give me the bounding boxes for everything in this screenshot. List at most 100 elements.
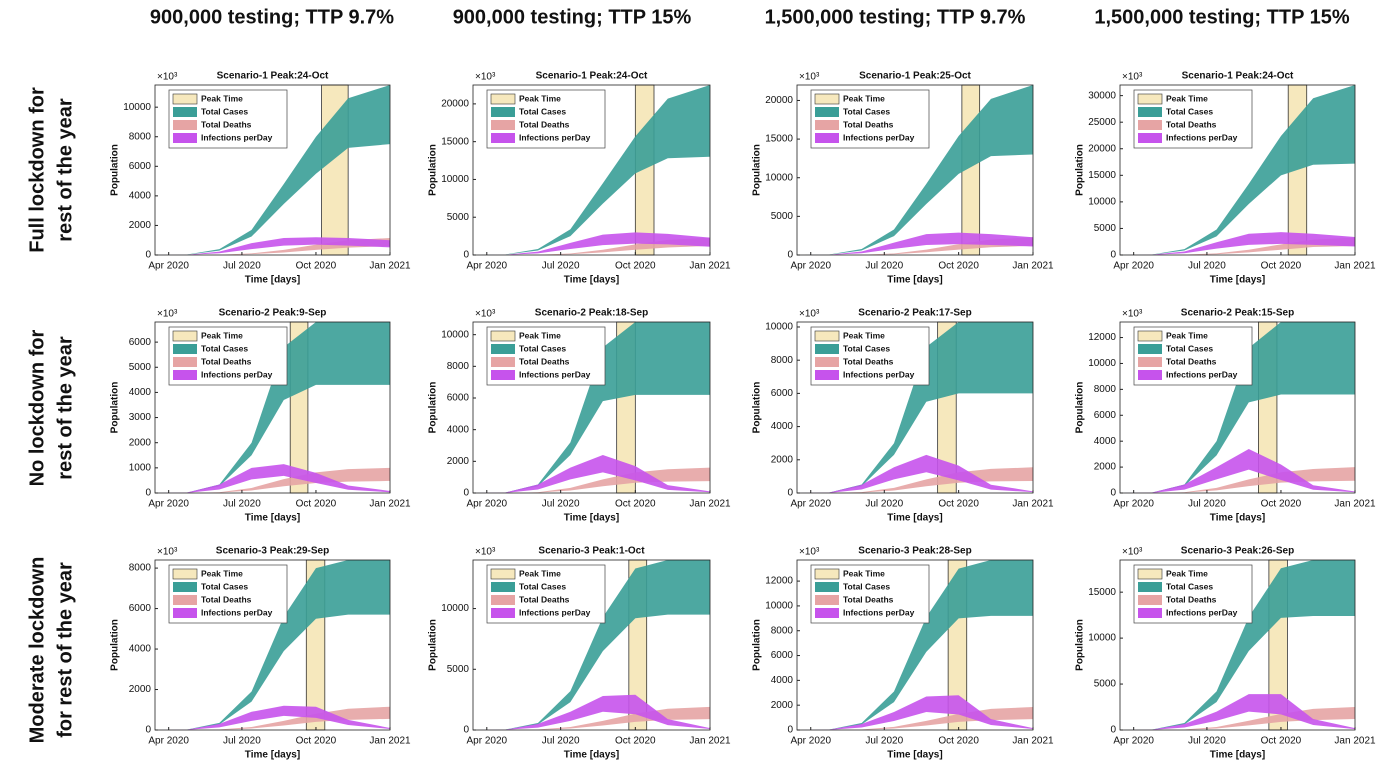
- x-tick-label: Oct 2020: [296, 261, 337, 272]
- y-tick-label: 5000: [1094, 679, 1117, 690]
- y-tick-label: 6000: [129, 603, 152, 614]
- x-tick-label: Apr 2020: [148, 499, 189, 510]
- y-tick-label: 10000: [765, 322, 793, 333]
- plot-frame: [154, 559, 391, 731]
- legend-swatch: [491, 133, 515, 143]
- band-area: [155, 237, 390, 255]
- plot-frame: [796, 559, 1034, 731]
- chart-title: Scenario-3 Peak:26-Sep: [1181, 546, 1294, 557]
- legend-swatch: [1138, 582, 1162, 592]
- legend-label: Peak Time: [843, 568, 885, 578]
- legend-label: Peak Time: [1166, 568, 1208, 578]
- y-tick-label: 0: [1110, 250, 1116, 261]
- y-multiplier: ×10³: [799, 309, 820, 320]
- x-tick-label: Jul 2020: [1188, 499, 1226, 510]
- y-tick-label: 10000: [441, 603, 469, 614]
- legend-label: Peak Time: [843, 330, 885, 340]
- legend-label: Total Deaths: [201, 356, 252, 366]
- y-tick-label: 8000: [771, 625, 794, 636]
- legend-label: Infections perDay: [519, 607, 591, 617]
- y-tick-label: 2000: [771, 454, 794, 465]
- x-tick-label: Apr 2020: [467, 261, 508, 272]
- y-multiplier: ×10³: [1122, 309, 1143, 320]
- band-area: [1120, 322, 1355, 493]
- legend-swatch: [815, 357, 839, 367]
- x-tick-label: Jan 2021: [689, 261, 731, 272]
- y-axis-label: Population: [1075, 382, 1086, 434]
- legend-label: Total Deaths: [843, 119, 894, 129]
- band-area: [155, 560, 390, 730]
- legend-swatch: [815, 608, 839, 618]
- band-area: [797, 560, 1033, 730]
- legend-label: Total Cases: [519, 343, 566, 353]
- plot-frame: [1119, 321, 1356, 494]
- legend-swatch: [815, 582, 839, 592]
- y-tick-label: 6000: [129, 161, 152, 172]
- y-tick-label: 5000: [1094, 223, 1117, 234]
- y-tick-label: 4000: [129, 191, 152, 202]
- legend-swatch: [815, 120, 839, 130]
- legend-swatch: [491, 370, 515, 380]
- x-tick-label: Jul 2020: [865, 736, 903, 747]
- plot-frame: [796, 321, 1034, 494]
- x-tick-label: Jan 2021: [369, 736, 411, 747]
- y-tick-label: 8000: [129, 563, 152, 574]
- chart-title: Scenario-2 Peak:17-Sep: [858, 308, 971, 319]
- y-tick-label: 20000: [441, 99, 469, 110]
- y-axis-label: Population: [752, 619, 763, 671]
- y-multiplier: ×10³: [799, 72, 820, 83]
- column-title: 1,500,000 testing; TTP 9.7%: [765, 6, 1026, 28]
- legend-swatch: [172, 330, 198, 342]
- x-tick-label: Jul 2020: [542, 736, 580, 747]
- y-tick-label: 0: [787, 725, 793, 736]
- x-tick-label: Apr 2020: [467, 736, 508, 747]
- legend-swatch: [491, 608, 515, 618]
- legend-label: Peak Time: [519, 568, 561, 578]
- x-tick-label: Oct 2020: [1261, 736, 1302, 747]
- legend-label: Total Cases: [201, 106, 248, 116]
- legend-label: Total Cases: [843, 343, 890, 353]
- y-tick-label: 8000: [1094, 384, 1117, 395]
- legend-swatch: [1137, 93, 1163, 105]
- y-tick-label: 10000: [123, 102, 151, 113]
- y-tick-label: 0: [145, 250, 151, 261]
- x-tick-label: Apr 2020: [1113, 499, 1154, 510]
- x-tick-label: Oct 2020: [1261, 261, 1302, 272]
- y-tick-label: 1000: [129, 462, 152, 473]
- y-tick-label: 5000: [129, 362, 152, 373]
- legend-label: Total Deaths: [843, 356, 894, 366]
- band-area: [1120, 694, 1355, 730]
- y-tick-label: 8000: [447, 361, 470, 372]
- legend-swatch: [1138, 107, 1162, 117]
- plot-frame: [1119, 559, 1356, 731]
- x-tick-label: Apr 2020: [1113, 736, 1154, 747]
- legend-swatch: [490, 568, 516, 580]
- x-tick-label: Jan 2021: [369, 499, 411, 510]
- band-area: [1120, 85, 1355, 255]
- row-title: No lockdown for: [26, 329, 48, 486]
- y-tick-label: 0: [787, 250, 793, 261]
- band-area: [473, 232, 710, 255]
- y-tick-label: 10000: [1088, 358, 1116, 369]
- y-tick-label: 0: [463, 250, 469, 261]
- legend-label: Total Cases: [201, 343, 248, 353]
- y-tick-label: 10000: [765, 172, 793, 183]
- plot-frame: [472, 559, 711, 731]
- panel: 0 2000 4000 6000 8000 10000 Apr 2020 Jul 2020 Oc…: [428, 308, 731, 524]
- legend-label: Infections perDay: [843, 607, 915, 617]
- y-tick-label: 2000: [1094, 462, 1117, 473]
- x-tick-label: Jul 2020: [223, 736, 261, 747]
- row-title: for rest of the year: [54, 562, 76, 738]
- legend-label: Infections perDay: [843, 369, 915, 379]
- x-axis-label: Time [days]: [564, 513, 619, 524]
- legend-swatch: [173, 582, 197, 592]
- legend-swatch: [173, 608, 197, 618]
- legend-swatch: [815, 133, 839, 143]
- legend-label: Infections perDay: [519, 369, 591, 379]
- y-tick-label: 4000: [1094, 436, 1117, 447]
- y-tick-label: 6000: [1094, 410, 1117, 421]
- y-axis-label: Population: [110, 382, 121, 434]
- y-tick-label: 15000: [441, 136, 469, 147]
- x-tick-label: Oct 2020: [296, 736, 337, 747]
- band-area: [1120, 232, 1355, 255]
